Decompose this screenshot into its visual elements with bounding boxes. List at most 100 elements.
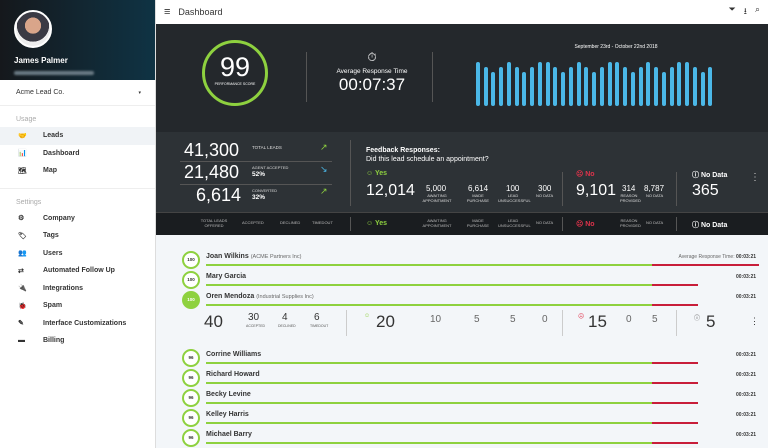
accepted-pct: 52% [252, 171, 266, 178]
sidebar-item-users[interactable]: 👥 Users [0, 245, 155, 263]
stats-panel: 41,300 TOTAL LEADS ↗ 21,480 AGENT ACCEPT… [156, 132, 768, 212]
table-row[interactable]: 96 Michael Barry 00:03:21 [156, 428, 768, 448]
agent-name[interactable]: Kelley Harris [206, 411, 249, 418]
sidebar-item-tags[interactable]: 🏷 Tags [0, 227, 155, 245]
detail-label [346, 310, 347, 336]
header-yes-nodata: NO DATA [536, 220, 554, 225]
table-row[interactable]: 100 Oren Mendoza (Industrial Supplies In… [156, 290, 768, 310]
agent-list: 100 Joan Wilkins (ACME Partners Inc) Ave… [156, 240, 768, 448]
more-options-icon[interactable]: ⋮ [750, 316, 759, 326]
daily-bar-chart [476, 62, 716, 106]
filter-icon[interactable]: ⏷ [728, 4, 736, 14]
score-badge: 96 [182, 389, 200, 407]
agent-company: (ACME Partners Inc) [250, 254, 302, 260]
avg-label: Average Response Time: [678, 254, 735, 260]
company-name: Acme Lead Co. [16, 89, 65, 96]
header-reason: REASON PROVIDED [620, 218, 641, 228]
average-response: ⏱ Average Response Time 00:07:37 [326, 50, 418, 95]
yes-nodata-value: 300 [538, 184, 552, 193]
response-label: Average Response Time [336, 68, 408, 75]
response-bar [206, 304, 698, 306]
agent-name[interactable]: Joan Wilkins (ACME Partners Inc) [206, 253, 302, 260]
company-selector[interactable]: Acme Lead Co. ▾ [0, 80, 155, 106]
table-row[interactable]: 96 Richard Howard 00:03:21 [156, 368, 768, 388]
sidebar-item-leads[interactable]: 🤝 Leads [0, 127, 155, 145]
agent-name[interactable]: Richard Howard [206, 371, 260, 378]
chart-bar [483, 67, 488, 106]
chart-bar [576, 62, 581, 106]
agent-name[interactable]: Oren Mendoza (Industrial Supplies Inc) [206, 293, 314, 300]
response-bar [206, 362, 698, 364]
table-row[interactable]: 100 Mary Garcia 00:03:21 [156, 270, 768, 290]
response-bar [206, 284, 698, 286]
chart-bar [568, 67, 573, 106]
header-yes: ☺ Yes [366, 220, 388, 227]
score-value: 99 [219, 52, 251, 82]
chart-bar [499, 67, 504, 106]
agent-name[interactable]: Mary Garcia [206, 273, 247, 280]
settings-section-label: Settings [16, 198, 42, 206]
detail-made: 5 [474, 314, 480, 325]
header-awaiting: AWAITING APPOINTMENT [422, 218, 452, 228]
search-icon[interactable]: ⌕ [754, 4, 760, 14]
table-row[interactable]: 96 Corrine Williams 00:03:21 [156, 348, 768, 368]
sidebar-item-company[interactable]: ⚙ Company [0, 210, 155, 228]
sidebar-item-interface-customizations[interactable]: ✎ Interface Customizations [0, 315, 155, 333]
handshake-icon: 🤝 [18, 132, 27, 140]
plug-icon: 🔌 [18, 285, 27, 293]
trend-up-icon: ↗ [320, 142, 328, 152]
sidebar-item-billing[interactable]: ▬ Billing [0, 332, 155, 350]
detail-declined: 4 [282, 312, 288, 323]
users-icon: 👥 [18, 250, 27, 258]
response-value: 00:07:37 [338, 75, 406, 94]
chart-bar [615, 62, 620, 106]
detail-yes: 20 [376, 312, 395, 331]
usage-section-label: Usage [16, 116, 37, 123]
accepted-label: AGENT ACCEPTED [252, 165, 289, 170]
agent-name[interactable]: Michael Barry [206, 431, 252, 438]
detail-no: 15 [588, 312, 607, 331]
sidebar-item-integrations[interactable]: 🔌 Integrations [0, 280, 155, 298]
chart-bar [561, 71, 566, 106]
chart-bar [506, 62, 511, 106]
response-bar [206, 422, 698, 424]
detail-awaiting: 10 [430, 314, 442, 325]
header-offered: TOTAL LEADS OFFERED [200, 218, 228, 228]
chart-bar [584, 67, 589, 106]
sidebar-item-automated-follow-up[interactable]: ⇄ Automated Follow Up [0, 262, 155, 280]
detail-label [562, 310, 563, 336]
sidebar-item-dashboard[interactable]: 📊 Dashboard [0, 145, 155, 163]
table-row[interactable]: 96 Becky Levine 00:03:21 [156, 388, 768, 408]
map-icon: 🗺 [18, 167, 27, 175]
no-nodata-value: 8,787 [644, 184, 665, 193]
table-row[interactable]: 96 Kelley Harris 00:03:21 [156, 408, 768, 428]
sidebar-item-spam[interactable]: 🐞 Spam [0, 297, 155, 315]
sidebar-item-map[interactable]: 🗺 Map [0, 162, 155, 180]
detail-timedout: 6 [314, 312, 320, 323]
response-time: 00:03:21 [735, 372, 756, 378]
hamburger-menu-icon[interactable]: ≡ [164, 6, 171, 18]
converted-value: 6,614 [196, 185, 242, 205]
score-badge: 100 [182, 291, 200, 309]
reason-label: REASON PROVIDED [620, 193, 641, 203]
response-bar [206, 442, 698, 444]
chart-bar [685, 62, 690, 106]
table-row[interactable]: 100 Joan Wilkins (ACME Partners Inc) Ave… [156, 250, 768, 270]
sidebar-item-label: Automated Follow Up [43, 267, 115, 275]
chart-bar [522, 71, 527, 106]
download-icon[interactable]: ⭳ [743, 6, 747, 16]
chart-bar [700, 71, 705, 106]
converted-label: CONVERTED [252, 188, 278, 193]
agent-name[interactable]: Becky Levine [206, 391, 251, 398]
agent-name[interactable]: Corrine Williams [206, 351, 262, 358]
exchange-icon: ⇄ [18, 267, 24, 275]
no-data-header: ⓘ No Data [692, 172, 728, 179]
performance-score: 99 PERFORMANCE SCORE [202, 40, 268, 106]
no-nodata-label: NO DATA [646, 193, 664, 198]
score-badge: 96 [182, 429, 200, 447]
feedback-question: Did this lead schedule an appointment? [366, 156, 489, 164]
header-declined: DECLINED [280, 220, 301, 225]
avatar[interactable] [14, 10, 52, 48]
more-options-icon[interactable]: ⋮ [750, 172, 760, 183]
response-time: Average Response Time: 00:03:21 [678, 254, 756, 260]
